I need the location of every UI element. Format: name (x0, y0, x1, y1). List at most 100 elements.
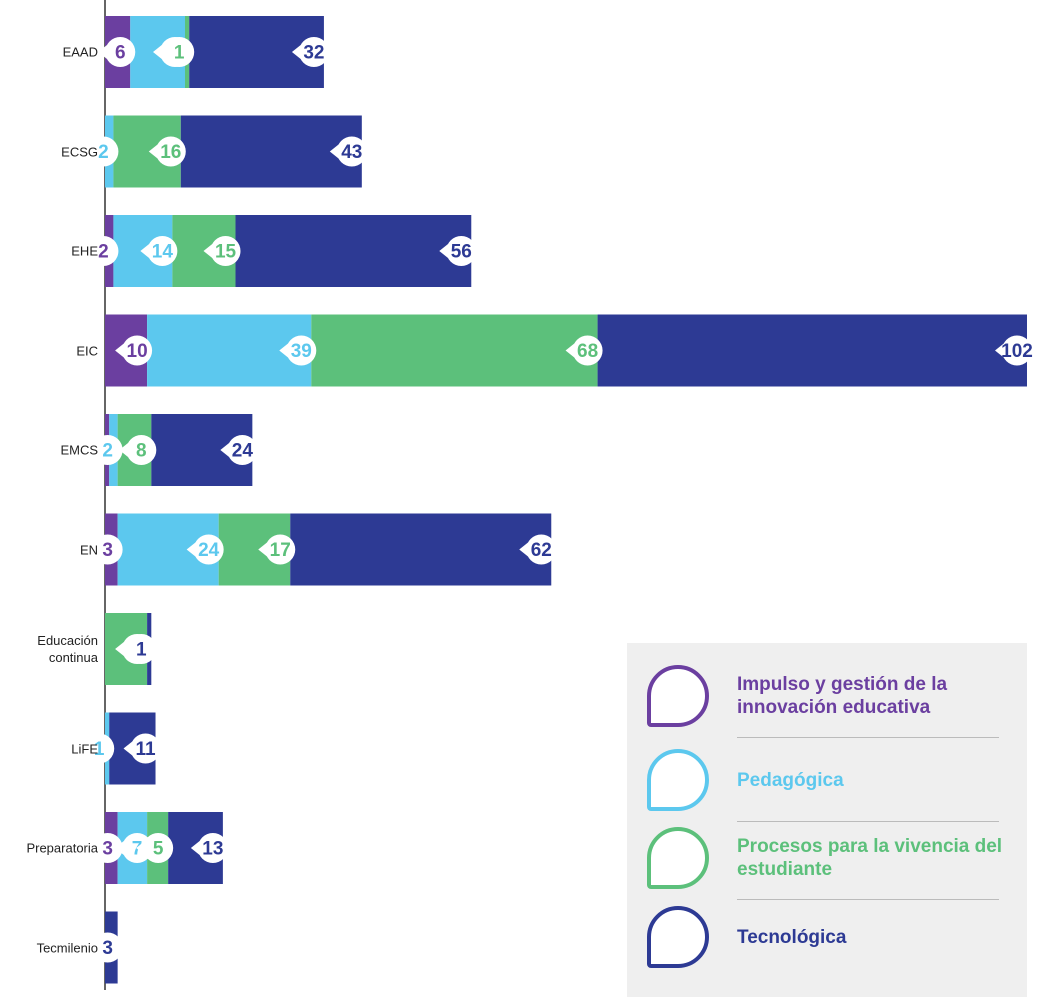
value-label-bubble (193, 534, 224, 565)
value-label: 39 (291, 341, 312, 362)
value-label: 17 (270, 540, 291, 561)
value-label-bubble (286, 335, 317, 366)
value-label-bubble (122, 335, 153, 366)
value-label-pointer (119, 442, 130, 458)
value-label-bubble (446, 236, 477, 266)
value-label: 7 (132, 839, 143, 860)
legend-entry: Pedagógica (647, 741, 1007, 819)
value-label: 10 (127, 341, 148, 362)
value-label-bubble (227, 435, 258, 465)
value-label: 62 (531, 540, 552, 561)
value-label: 2 (98, 242, 109, 263)
value-label: 3 (102, 540, 113, 561)
value-label-bubble (92, 833, 123, 863)
category-label: EMCS (60, 442, 98, 458)
value-label-bubble (84, 733, 115, 764)
category-label: Preparatoria (26, 840, 98, 856)
value-label: 1 (94, 739, 105, 760)
bar-segment (235, 215, 472, 287)
value-label-pointer (258, 541, 269, 558)
value-label: 11 (135, 739, 156, 760)
value-label-bubble (143, 833, 174, 863)
value-label-pointer (565, 342, 576, 359)
value-label-bubble (336, 136, 367, 167)
value-label-pointer (136, 840, 147, 856)
value-label-bubble (92, 435, 123, 465)
legend-icon (647, 749, 709, 811)
category-label: EN (79, 542, 98, 557)
value-label: 56 (451, 242, 472, 263)
value-label-pointer (85, 840, 96, 856)
category-label: Educación continua (37, 633, 98, 665)
value-label-pointer (85, 541, 96, 558)
value-label-pointer (291, 44, 302, 60)
value-label-pointer (115, 342, 126, 359)
value-label-pointer (123, 740, 134, 757)
value-label-bubble (88, 236, 119, 266)
value-label-pointer (140, 243, 151, 259)
value-label-bubble (105, 37, 136, 67)
legend-label: Tecnológica (737, 926, 847, 948)
bar-segment (311, 314, 598, 387)
category-label: LiFE (71, 741, 98, 756)
value-label: 15 (215, 242, 237, 263)
value-label-pointer (85, 939, 96, 956)
value-label-bubble (155, 136, 186, 167)
bar-segment (597, 314, 1027, 387)
value-label-bubble (126, 435, 157, 465)
legend-separator (737, 737, 999, 738)
bar-segment (290, 513, 552, 586)
legend-icon (647, 906, 709, 968)
value-label-pointer (77, 740, 88, 757)
value-label-pointer (98, 44, 109, 60)
category-label: EHE (71, 243, 98, 259)
value-label-bubble (92, 932, 123, 963)
value-label: 16 (160, 142, 181, 163)
value-label-pointer (77, 442, 88, 458)
value-label: 13 (202, 839, 223, 860)
value-label-pointer (157, 44, 168, 60)
value-label: 2 (98, 142, 109, 163)
legend-icon (647, 665, 709, 727)
value-label-bubble (298, 37, 329, 67)
value-label-pointer (190, 840, 201, 856)
value-label-pointer (115, 840, 126, 856)
legend-separator (737, 821, 999, 822)
legend: Impulso y gestión de la innovación educa… (627, 643, 1027, 997)
value-label-pointer (81, 243, 92, 259)
legend-separator (737, 899, 999, 900)
value-label-bubble (210, 236, 241, 266)
value-label-bubble (265, 534, 296, 565)
value-label-pointer (186, 541, 197, 558)
legend-entry: Procesos para la vivencia del estudiante (647, 819, 1007, 897)
value-label: 24 (232, 441, 254, 462)
legend-label: Procesos para la vivencia del estudiante (737, 836, 1003, 880)
value-label-pointer (203, 243, 214, 259)
value-label-bubble (126, 634, 157, 664)
value-label-bubble (526, 534, 557, 565)
value-label-pointer (148, 143, 159, 160)
legend-entry: Impulso y gestión de la innovación educa… (647, 657, 1007, 735)
value-label-bubble (88, 136, 119, 167)
value-label: 5 (153, 839, 164, 860)
value-label: 68 (577, 341, 598, 362)
value-label-bubble (197, 833, 228, 863)
value-label-bubble (92, 534, 123, 565)
value-label-bubble (572, 335, 603, 366)
value-label-bubble (164, 37, 195, 67)
value-label-pointer (329, 143, 340, 160)
value-label: 8 (136, 441, 147, 462)
value-label-pointer (995, 342, 1005, 359)
value-label: 43 (341, 142, 362, 163)
legend-label: Impulso y gestión de la innovación educa… (737, 674, 948, 718)
legend-entry: Tecnológica (647, 898, 1007, 976)
legend-label: Pedagógica (737, 769, 844, 791)
category-label: EAAD (62, 44, 98, 60)
value-label: 14 (152, 242, 174, 263)
value-label: 102 (1001, 341, 1033, 362)
value-label: 3 (102, 938, 113, 959)
value-label-pointer (119, 641, 130, 657)
legend-icon (647, 827, 709, 889)
value-label: 24 (198, 540, 220, 561)
